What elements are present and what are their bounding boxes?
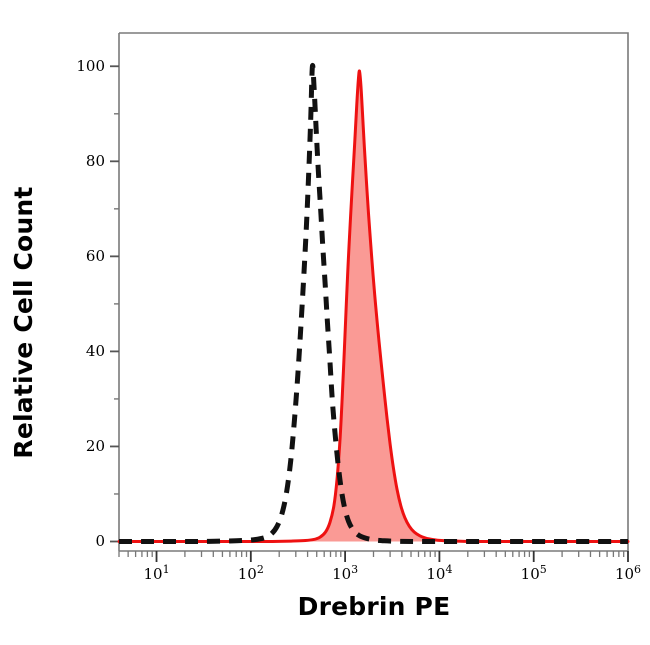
x-tick-label: 103 xyxy=(332,563,359,583)
x-tick-label: 104 xyxy=(426,563,453,583)
y-tick-label: 60 xyxy=(85,247,105,266)
x-tick-label: 106 xyxy=(614,563,642,583)
y-tick-label: 80 xyxy=(85,152,105,171)
x-axis-title: Drebrin PE xyxy=(297,592,451,621)
x-tick-label: 105 xyxy=(520,563,547,583)
y-tick-label: 0 xyxy=(95,532,105,551)
y-tick-label: 100 xyxy=(76,57,105,76)
plot-frame-top-right xyxy=(119,32,629,551)
series-isotype-control-line xyxy=(118,62,628,545)
x-tick-label: 102 xyxy=(237,563,264,583)
y-tick-label: 20 xyxy=(85,437,105,456)
y-tick-label: 40 xyxy=(85,342,105,361)
series-drebrin-line xyxy=(117,69,630,544)
x-tick-label: 101 xyxy=(143,563,170,583)
series-drebrin-fill xyxy=(119,70,628,542)
